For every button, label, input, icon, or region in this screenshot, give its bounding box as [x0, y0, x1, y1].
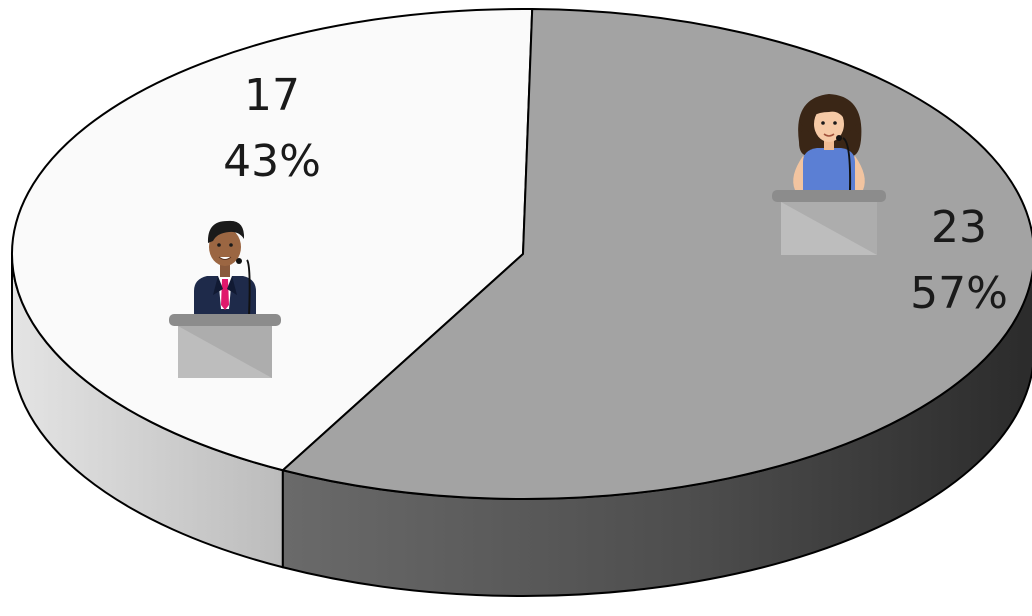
male-speaker-at-podium-icon: [169, 220, 281, 378]
slice-label-value-0: 17: [244, 70, 300, 121]
pie-slice-0: [11, 8, 534, 472]
slice-label-value-1: 23: [931, 202, 987, 253]
female-speaker-at-podium-icon: [772, 94, 886, 255]
slice-label-percent-0: 43%: [223, 136, 321, 187]
slice-label-percent-1: 57%: [910, 268, 1008, 319]
